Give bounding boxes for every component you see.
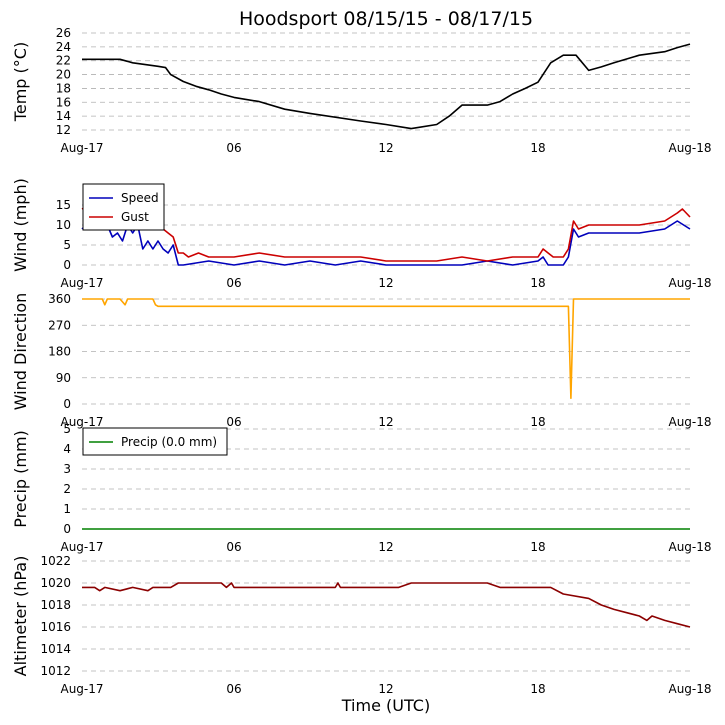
y-tick-label: 1	[63, 502, 71, 516]
x-tick-label: 18	[530, 415, 545, 429]
y-tick-label: 1012	[40, 664, 71, 678]
x-tick-label: 06	[226, 141, 241, 155]
x-tick-label: 06	[226, 682, 241, 696]
legend-entry: Speed	[121, 191, 159, 205]
x-axis-label: Time (UTC)	[341, 696, 430, 715]
y-tick-label: 10	[56, 218, 71, 232]
y-tick-label: 1014	[40, 642, 71, 656]
x-tick-label: 12	[378, 415, 393, 429]
legend: Precip (0.0 mm)	[82, 427, 228, 456]
x-tick-label: 06	[226, 276, 241, 290]
legend-entry: Gust	[121, 210, 149, 224]
x-tick-label: Aug-17	[60, 415, 103, 429]
x-tick-label: Aug-18	[668, 141, 711, 155]
y-tick-label: 1020	[40, 576, 71, 590]
series-line	[82, 298, 690, 400]
y-tick-label: 5	[63, 238, 71, 252]
x-tick-label: 12	[378, 540, 393, 554]
y-tick-label: 26	[56, 26, 71, 40]
y-tick-label: 1018	[40, 598, 71, 612]
y-tick-label: 16	[56, 95, 71, 109]
y-tick-label: 3	[63, 462, 71, 476]
series-line	[82, 43, 691, 130]
y-tick-label: 1016	[40, 620, 71, 634]
y-tick-label: 20	[56, 68, 71, 82]
y-tick-label: 24	[56, 40, 71, 54]
y-tick-label: 270	[48, 318, 71, 332]
y-tick-label: 18	[56, 81, 71, 95]
y-tick-label: 14	[56, 109, 71, 123]
legend-box	[82, 183, 165, 231]
y-tick-label: 5	[63, 422, 71, 436]
x-tick-label: 18	[530, 540, 545, 554]
y-tick-label: 90	[56, 371, 71, 385]
y-tick-label: 4	[63, 442, 71, 456]
legend: Speed Gust	[82, 183, 165, 231]
y-tick-label: 0	[63, 397, 71, 411]
y-tick-label: 2	[63, 482, 71, 496]
series-line	[82, 582, 691, 628]
y-axis-label: Wind Direction	[11, 293, 30, 411]
x-tick-label: 12	[378, 141, 393, 155]
x-tick-label: Aug-17	[60, 540, 103, 554]
x-tick-label: Aug-17	[60, 276, 103, 290]
y-tick-label: 0	[63, 522, 71, 536]
x-tick-label: Aug-18	[668, 415, 711, 429]
panel-altimeter: 1012 1014 1016 1018 1020 1022 Aug-17 06 12 18 Aug-…	[11, 554, 712, 696]
y-tick-label: 0	[63, 258, 71, 272]
panel-direction: 0 90 180 270 360 Aug-17 06 12 18 Aug-18 Wind Direc…	[11, 292, 712, 429]
y-tick-label: 1022	[40, 554, 71, 568]
x-tick-label: 06	[226, 415, 241, 429]
y-tick-label: 180	[48, 345, 71, 359]
y-axis-label: Wind (mph)	[11, 178, 30, 272]
x-tick-label: Aug-18	[668, 540, 711, 554]
chart-title: Hoodsport 08/15/15 - 08/17/15	[239, 8, 533, 30]
y-tick-label: 12	[56, 123, 71, 137]
x-tick-label: Aug-17	[60, 682, 103, 696]
x-tick-label: 18	[530, 141, 545, 155]
legend-entry: Precip (0.0 mm)	[121, 435, 217, 449]
x-tick-label: 12	[378, 276, 393, 290]
x-tick-label: 18	[530, 276, 545, 290]
x-tick-label: Aug-18	[668, 276, 711, 290]
x-tick-label: 18	[530, 682, 545, 696]
x-tick-label: Aug-17	[60, 141, 103, 155]
x-tick-label: 12	[378, 682, 393, 696]
y-axis-label: Altimeter (hPa)	[11, 556, 30, 677]
y-tick-label: 15	[56, 198, 71, 212]
x-tick-label: Aug-18	[668, 682, 711, 696]
y-tick-label: 22	[56, 54, 71, 68]
y-axis-label: Precip (mm)	[11, 430, 30, 528]
y-tick-label: 360	[48, 292, 71, 306]
y-axis-label: Temp (°C)	[11, 42, 30, 122]
panel-wind: 0 5 10 15 Aug-17 06 12 18 Aug-18 Wind (mph) Speed G…	[11, 178, 712, 290]
series-line-speed	[81, 220, 691, 266]
x-tick-label: 06	[226, 540, 241, 554]
